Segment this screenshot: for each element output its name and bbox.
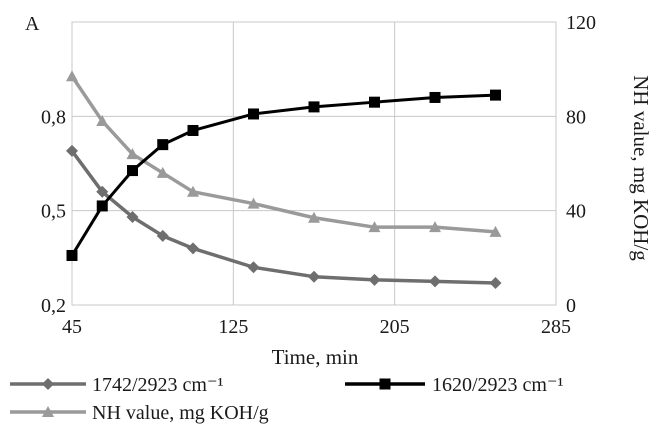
y-left-tick-label: 0,8	[41, 106, 66, 128]
data-point-diamond	[489, 276, 502, 289]
data-point-diamond	[187, 242, 199, 255]
data-point-triangle	[156, 166, 169, 178]
legend-item: NH value, mg KOH/g	[10, 402, 269, 424]
series-line-diamond	[70, 149, 496, 285]
x-tick-label: 285	[541, 316, 571, 338]
y-axis-right-title: NH value, mg KOH/g	[629, 75, 649, 261]
y-left-tick-label: 0,5	[41, 201, 66, 223]
data-point-triangle	[96, 115, 109, 127]
legend-item: 1620/2923 cm⁻¹	[345, 374, 564, 396]
labels-layer: A Time, min NH value, mg KOH/g	[25, 13, 649, 369]
axes-layer: 45 125 205 285 0,2 0,5 0,8 0 40 80 120	[41, 12, 596, 338]
x-tick-label: 125	[218, 316, 248, 338]
series-layer	[66, 70, 502, 289]
legend-label: 1620/2923 cm⁻¹	[432, 374, 564, 396]
data-point-diamond	[247, 261, 260, 274]
data-point-square	[66, 249, 78, 261]
y-right-tick-label: 80	[566, 106, 586, 128]
series-line-square	[70, 93, 496, 257]
data-point-triangle	[247, 197, 260, 209]
data-point-diamond	[368, 273, 381, 286]
legend-label: 1742/2923 cm⁻¹	[92, 374, 224, 396]
legend-label: NH value, mg KOH/g	[92, 402, 269, 424]
data-point-triangle	[429, 221, 441, 233]
data-point-triangle	[489, 225, 502, 237]
data-point-square	[429, 91, 441, 103]
data-point-diamond	[126, 210, 139, 223]
data-point-square	[127, 165, 138, 177]
y-right-tick-label: 40	[566, 201, 586, 223]
panel-label: A	[25, 13, 40, 35]
data-point-square	[490, 89, 501, 101]
data-point-square	[308, 101, 320, 113]
series-line-triangle	[70, 75, 496, 234]
data-point-diamond	[66, 144, 78, 157]
data-point-square	[248, 108, 259, 120]
data-point-diamond	[429, 275, 441, 288]
data-point-diamond	[308, 270, 320, 283]
data-point-triangle	[187, 185, 199, 197]
y-right-tick-label: 0	[566, 295, 576, 317]
data-point-square	[157, 139, 169, 151]
x-axis-title: Time, min	[272, 345, 359, 369]
data-point-triangle	[126, 148, 139, 160]
legend-swatch-marker	[42, 406, 54, 417]
data-point-square	[369, 96, 380, 108]
data-point-triangle	[368, 221, 381, 233]
legend: 1742/2923 cm⁻¹ 1620/2923 cm⁻¹ NH value, mg…	[10, 374, 564, 424]
x-tick-label: 205	[380, 316, 410, 338]
data-point-square	[187, 124, 199, 136]
x-tick-label: 45	[62, 316, 82, 338]
legend-swatch-marker	[379, 378, 391, 390]
data-point-diamond	[156, 229, 169, 242]
data-point-diamond	[96, 185, 109, 198]
y-right-tick-label: 120	[566, 12, 596, 34]
legend-swatch-marker	[42, 378, 54, 390]
y-left-tick-label: 0,2	[41, 295, 66, 317]
data-point-square	[96, 200, 108, 212]
data-point-triangle	[308, 211, 320, 223]
data-point-triangle	[66, 70, 78, 82]
legend-item: 1742/2923 cm⁻¹	[10, 374, 224, 396]
